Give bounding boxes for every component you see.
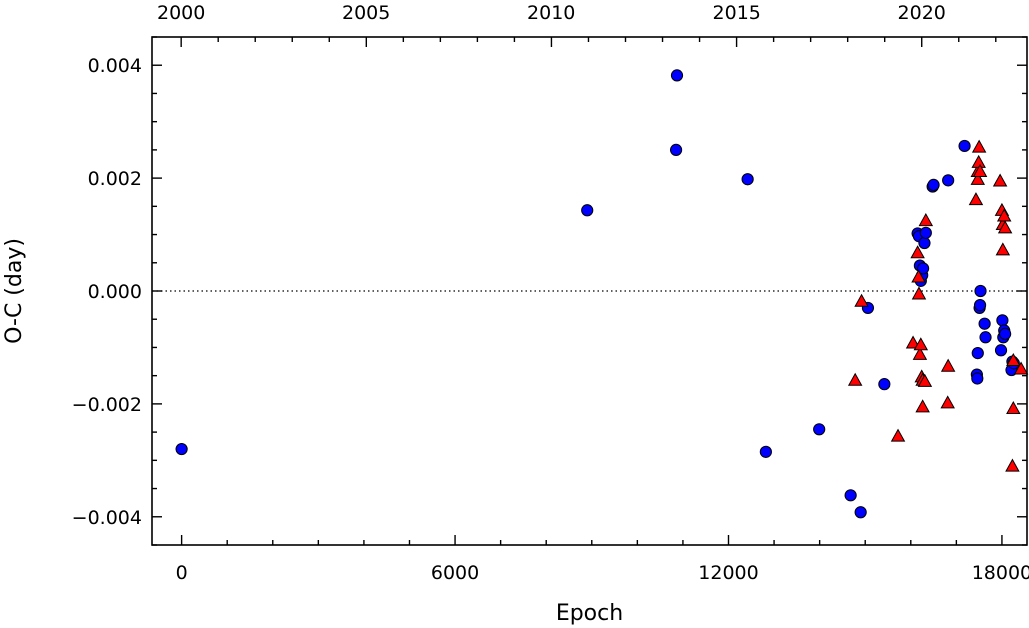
top-year-label: 2005 — [342, 2, 390, 24]
circle-point — [996, 314, 1009, 327]
circle-point — [999, 327, 1012, 340]
y-tick-label: 0.002 — [88, 168, 142, 190]
circle-point — [175, 442, 188, 456]
circle-point — [971, 346, 984, 360]
circle-point — [994, 344, 1008, 357]
data-points — [175, 69, 1029, 519]
triangle-point — [992, 173, 1008, 187]
circle-point — [927, 178, 940, 191]
x-tick-label: 18000 — [972, 562, 1029, 584]
circle-point — [669, 143, 683, 156]
plot-frame — [151, 36, 1028, 546]
triangle-point — [1006, 400, 1021, 415]
circle-point — [844, 489, 857, 502]
circle-point — [916, 262, 930, 275]
tick-labels: 0 6000 12000 18000 2000 2005 2010 2015 2020 0.004… — [72, 2, 1029, 584]
circle-point — [942, 174, 955, 187]
x-tick-label: 12000 — [698, 562, 758, 584]
y-tick-label: 0.000 — [88, 281, 142, 303]
x-tick-label: 0 — [176, 562, 188, 584]
triangle-point — [913, 337, 929, 351]
triangle-point — [972, 163, 988, 177]
top-year-label: 2020 — [898, 2, 946, 24]
circle-point — [741, 173, 754, 186]
triangle-point — [940, 395, 955, 409]
top-year-label: 2000 — [157, 2, 205, 24]
y-axis-title: O-C (day) — [2, 238, 27, 344]
circle-point — [670, 69, 684, 82]
triangle-point — [1005, 458, 1020, 472]
triangle-point — [968, 192, 984, 206]
circle-point — [974, 284, 987, 298]
circle-point — [878, 378, 891, 391]
triangle-point — [940, 358, 956, 372]
x-tick-label: 6000 — [431, 562, 479, 584]
y-tick-label: −0.002 — [72, 394, 142, 416]
x-axis-title: Epoch — [556, 601, 623, 626]
y-tick-label: 0.004 — [88, 55, 142, 77]
triangle-point — [971, 154, 986, 168]
triangle-point — [1006, 352, 1021, 367]
circle-point — [971, 372, 984, 385]
triangle-point — [1013, 361, 1029, 375]
top-year-label: 2010 — [527, 2, 575, 24]
triangle-point — [915, 399, 930, 413]
triangle-point — [997, 220, 1013, 234]
circle-point — [813, 423, 826, 436]
triangle-point — [847, 372, 863, 386]
triangle-point — [910, 245, 925, 259]
circle-point — [918, 236, 931, 250]
circle-point — [581, 204, 594, 217]
triangle-point — [911, 269, 926, 283]
triangle-point — [971, 139, 987, 153]
triangle-point — [996, 208, 1012, 222]
triangle-point — [905, 335, 921, 349]
circle-point — [979, 331, 992, 344]
triangle-point — [970, 171, 986, 185]
triangle-point — [890, 428, 906, 442]
circle-point — [958, 139, 971, 153]
circle-point — [973, 299, 987, 312]
circle-point — [854, 506, 867, 519]
triangle-point — [911, 286, 927, 300]
axis-ticks — [152, 36, 1027, 546]
triangle-point — [995, 242, 1011, 256]
triangle-point — [917, 373, 933, 387]
circle-point — [978, 317, 991, 330]
y-tick-label: −0.004 — [72, 507, 142, 529]
circle-point — [759, 445, 772, 458]
triangle-point — [912, 346, 928, 360]
top-year-label: 2015 — [713, 2, 761, 24]
triangle-point — [918, 213, 934, 227]
triangle-point — [854, 293, 869, 307]
circle-point — [919, 226, 932, 239]
